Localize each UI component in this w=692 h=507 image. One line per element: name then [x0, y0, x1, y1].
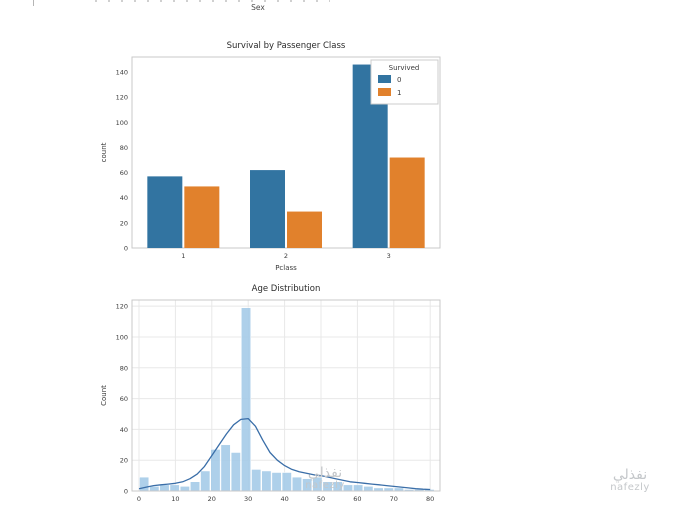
hist-bar-age32.2 [251, 469, 262, 492]
hist-bar-age63 [363, 486, 374, 492]
hist-bar-age7 [159, 484, 170, 492]
y-tick-label: 40 [120, 194, 128, 202]
y-tick-label: 20 [120, 457, 128, 465]
hist-bar-age57.4 [342, 484, 353, 492]
hist-bar-age12.6 [179, 486, 190, 492]
bar-pclass2-survived0 [250, 170, 285, 248]
x-tick-label: 60 [353, 495, 361, 503]
plot-frame [131, 299, 441, 492]
kde-line [138, 417, 431, 491]
x-tick-label: 80 [426, 495, 434, 503]
hist-bar-age4.2 [149, 486, 160, 492]
bar-pclass2-survived1 [287, 211, 322, 248]
hist-bar-age29.4 [241, 307, 251, 492]
x-tick-label: 3 [387, 252, 391, 260]
bar-pclass1-survived1 [184, 186, 220, 248]
y-tick-label: 0 [124, 245, 128, 253]
hist-bar-age9.8 [169, 484, 180, 492]
y-tick-label: 120 [116, 94, 128, 102]
survival-by-class-chart: Survival by Passenger Class 0 20 40 60 80 100 1… [95, 34, 445, 276]
hist-bar-age37.8 [271, 472, 282, 492]
chart-title: Age Distribution [252, 284, 321, 294]
x-tick-label: 50 [317, 495, 325, 503]
legend-swatch-1 [378, 88, 391, 96]
x-tick-label: 1 [181, 252, 185, 260]
x-tick-label: 40 [280, 495, 288, 503]
hist-bar-age60.2 [353, 484, 364, 492]
hist-bar-age15.4 [190, 481, 201, 492]
y-tick-label: 120 [116, 303, 128, 311]
previous-chart-xlabel: Sex [251, 3, 265, 12]
hist-bar-age26.6 [230, 452, 241, 492]
chart-title: Survival by Passenger Class [227, 41, 346, 51]
legend-label: 1 [397, 89, 401, 97]
y-tick-label: 100 [116, 333, 128, 341]
y-tick-label: 60 [120, 395, 128, 403]
watermark-arabic-text: نفذلي [612, 467, 648, 483]
y-tick-label: 80 [120, 364, 128, 372]
hist-bar-age51.8 [322, 481, 333, 492]
watermark-latin-text: nafezly [610, 481, 650, 493]
y-tick-label: 60 [120, 169, 128, 177]
x-tick-label: 0 [137, 495, 141, 503]
legend-label: 0 [397, 76, 401, 84]
cropped-edge-artifact [33, 0, 34, 6]
hist-bar-age54.6 [332, 481, 343, 492]
x-tick-label: 70 [390, 495, 398, 503]
x-tick-label: 20 [208, 495, 216, 503]
age-histogram-canvas: 0 20 40 60 80 100 120 0 10 20 30 40 50 60 70 80 Age Dist… [100, 284, 441, 503]
bar-pclass3-survived1 [389, 157, 425, 248]
plot-bg [132, 300, 440, 491]
legend-title: Survived [389, 64, 420, 72]
y-tick-label: 80 [120, 144, 128, 152]
y-axis-label: count [100, 142, 108, 162]
age-distribution-chart: 0 20 40 60 80 100 120 0 10 20 30 40 50 60 70 80 Age Dist… [95, 278, 445, 507]
cropped-content-artifact [95, 0, 330, 2]
y-tick-label: 40 [120, 426, 128, 434]
x-axis-label: Pclass [275, 264, 297, 272]
legend-swatch-0 [378, 75, 391, 83]
hist-bar-age23.8 [220, 444, 231, 492]
hist-bar-age18.2 [200, 470, 211, 492]
y-tick-label: 140 [116, 69, 128, 77]
y-tick-label: 0 [124, 488, 128, 496]
hist-bar-age35 [261, 470, 272, 492]
y-tick-label: 20 [120, 219, 128, 227]
watermark-bottom-right: نفذلي nafezly [585, 468, 675, 493]
survival-bar-chart-canvas: Survival by Passenger Class0204060801001… [100, 41, 441, 272]
hist-bar-age49 [312, 476, 323, 492]
hist-bar-age46.2 [302, 478, 313, 492]
x-tick-label: 30 [244, 495, 252, 503]
x-tick-label: 10 [171, 495, 179, 503]
y-tick-label: 100 [116, 119, 128, 127]
hist-bar-age40.6 [281, 472, 292, 492]
y-axis-label: Count [100, 385, 108, 406]
x-tick-label: 2 [284, 252, 288, 260]
hist-bar-age43.4 [292, 476, 302, 492]
bar-pclass1-survived0 [147, 176, 183, 248]
